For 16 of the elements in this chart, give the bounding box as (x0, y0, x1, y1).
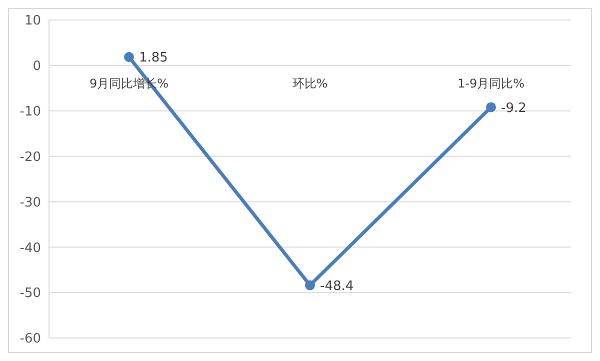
point (486, 102, 496, 112)
y-tick-label: 10 (24, 14, 41, 29)
y-tick-label: 0 (32, 59, 41, 74)
point (305, 280, 315, 290)
y-tick-label: -50 (20, 286, 41, 302)
x-tick-label: 环比% (292, 76, 328, 91)
point (124, 52, 134, 62)
y-tick-label: -10 (20, 104, 41, 120)
data-label: -48.4 (320, 278, 354, 294)
data-label: -9.2 (501, 100, 526, 116)
y-tick-label: -60 (20, 332, 41, 347)
y-tick-label: -40 (20, 240, 41, 256)
x-tick-label: 1-9月同比% (457, 76, 525, 91)
y-tick-label: -30 (20, 195, 41, 210)
y-tick-label: -20 (20, 150, 41, 165)
data-label: 1.85 (139, 50, 168, 66)
